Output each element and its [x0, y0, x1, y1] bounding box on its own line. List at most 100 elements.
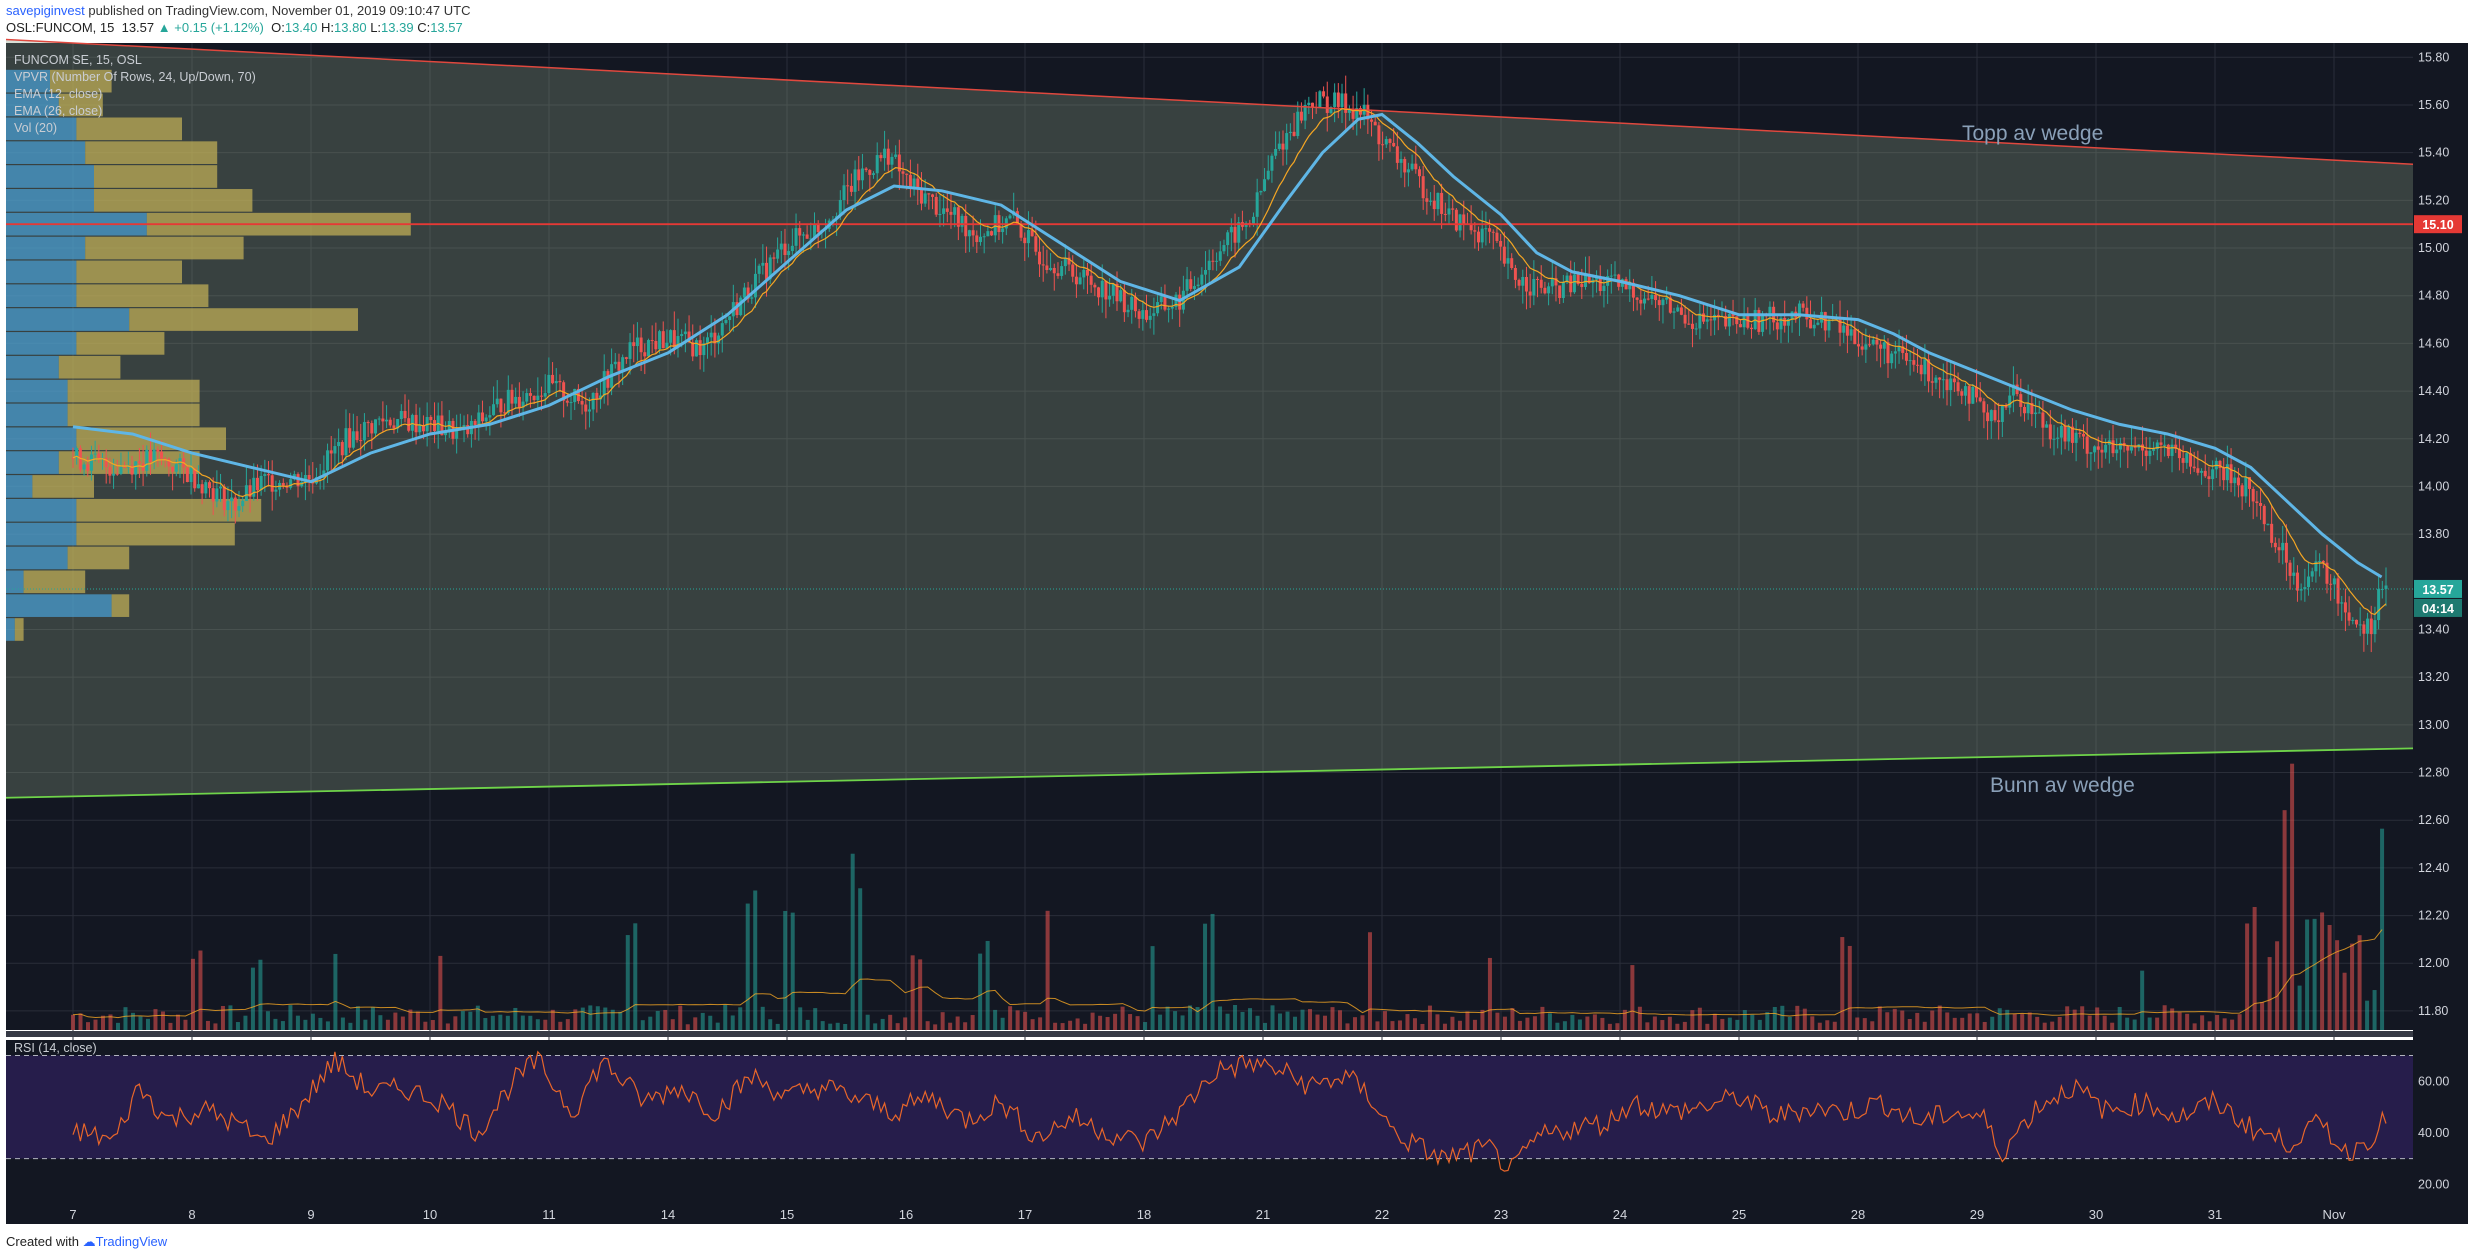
candle-body	[643, 352, 647, 357]
candle-body	[1565, 275, 1569, 283]
candle-body	[1643, 298, 1647, 304]
candle-body	[1967, 386, 1971, 404]
volume-bar	[1060, 1023, 1065, 1030]
ema12-line	[72, 108, 2387, 616]
vpvr-down-bar	[76, 260, 182, 284]
candle-body	[860, 168, 864, 181]
time-axis[interactable]	[6, 1205, 2413, 1224]
candle-body	[753, 273, 757, 298]
volume-bar	[888, 1014, 893, 1030]
main-pane[interactable]	[6, 43, 2413, 1030]
volume-bar	[745, 903, 750, 1030]
volume-bar	[1465, 1011, 1470, 1030]
candle-body	[123, 467, 127, 469]
legend-vpvr[interactable]: VPVR (Number Of Rows, 24, Up/Down, 70)	[14, 70, 256, 84]
legend-ema26[interactable]: EMA (26, close)	[14, 104, 102, 118]
candle-body	[2022, 406, 2026, 414]
volume-bar	[1975, 1013, 1980, 1030]
rsi-band	[6, 1055, 2413, 1159]
candle-body	[2059, 425, 2063, 438]
candle-body	[1218, 251, 1222, 261]
candle-body	[1406, 169, 1410, 173]
candle-body	[2093, 446, 2097, 453]
vpvr-up-bar	[6, 618, 15, 641]
volume-bar	[1053, 1022, 1058, 1030]
volume-bar	[1195, 1007, 1200, 1030]
volume-bar	[145, 1018, 150, 1030]
price-axis[interactable]	[2413, 43, 2468, 1224]
candle-body	[2096, 446, 2100, 450]
candle-body	[934, 196, 938, 215]
candle-body	[1853, 329, 1857, 345]
candle-body	[1148, 315, 1152, 320]
candle-body	[2082, 433, 2086, 437]
price-tick-label: 13.40	[2418, 622, 2449, 636]
volume-bar	[1435, 1014, 1440, 1030]
volume-bar	[1622, 1009, 1627, 1030]
candle-body	[1277, 143, 1281, 149]
author-link[interactable]: savepiginvest	[6, 3, 85, 18]
vpvr-down-bar	[111, 594, 130, 617]
candle-body	[1908, 360, 1912, 362]
volume-bar	[280, 1021, 285, 1030]
candle-body	[993, 215, 997, 236]
candle-body	[1263, 179, 1267, 192]
candle-body	[650, 340, 654, 342]
candle-body	[1038, 251, 1042, 265]
candle-body	[1893, 351, 1897, 354]
volume-bar	[1900, 1010, 1905, 1030]
volume-bar	[1045, 910, 1050, 1030]
volume-bar	[1705, 1023, 1710, 1030]
tradingview-link[interactable]: TradingView	[95, 1234, 168, 1249]
vpvr-down-bar	[32, 475, 94, 498]
candle-body	[872, 173, 876, 175]
volume-bar	[580, 1007, 585, 1030]
legend-rsi[interactable]: RSI (14, close)	[14, 1041, 97, 1055]
candle-body	[713, 332, 717, 344]
candle-body	[466, 425, 470, 435]
vpvr-down-bar	[76, 332, 165, 355]
volume-bar	[1840, 937, 1845, 1030]
candle-body	[1797, 303, 1801, 318]
candle-body	[359, 440, 363, 442]
high-label: H:	[321, 20, 335, 35]
volume-bar	[2260, 1001, 2265, 1030]
legend-ema12[interactable]: EMA (12, close)	[14, 87, 102, 101]
volume-bar	[963, 1022, 968, 1030]
volume-bar	[1832, 1021, 1837, 1030]
candle-body	[185, 467, 189, 483]
volume-bar	[843, 1023, 848, 1030]
candle-body	[1956, 382, 1960, 392]
price-tick-label: 14.80	[2418, 289, 2449, 303]
candle-body	[1454, 209, 1458, 231]
volume-bar	[873, 1023, 878, 1030]
candle-body	[1583, 273, 1587, 287]
volume-bar	[520, 1015, 525, 1030]
volume-bar	[370, 1007, 375, 1030]
candle-body	[1635, 297, 1639, 300]
candle-body	[809, 238, 813, 240]
candle-body	[2104, 444, 2108, 453]
candle-body	[1388, 139, 1392, 143]
candle-body	[521, 401, 525, 408]
tradingview-logo-icon[interactable]: ☁	[82, 1234, 96, 1249]
candle-body	[1370, 119, 1374, 122]
legend-vol[interactable]: Vol (20)	[14, 121, 57, 135]
wedge-top-label[interactable]: Topp av wedge	[1962, 122, 2103, 145]
volume-bar	[588, 1005, 593, 1030]
candle-body	[1451, 208, 1455, 210]
candle-body	[1757, 309, 1761, 332]
volume-bar	[2342, 972, 2347, 1030]
candle-body	[167, 458, 171, 467]
candle-body	[569, 402, 573, 404]
volume-bar	[1210, 913, 1215, 1030]
candle-body	[1473, 230, 1477, 232]
volume-bar	[303, 1019, 308, 1030]
candle-body	[1646, 298, 1650, 300]
volume-bar	[130, 1012, 135, 1030]
wedge-bottom-label[interactable]: Bunn av wedge	[1990, 774, 2135, 797]
candle-body	[381, 418, 385, 422]
candle-body	[1074, 276, 1078, 285]
time-tick-label: 23	[1494, 1207, 1508, 1222]
